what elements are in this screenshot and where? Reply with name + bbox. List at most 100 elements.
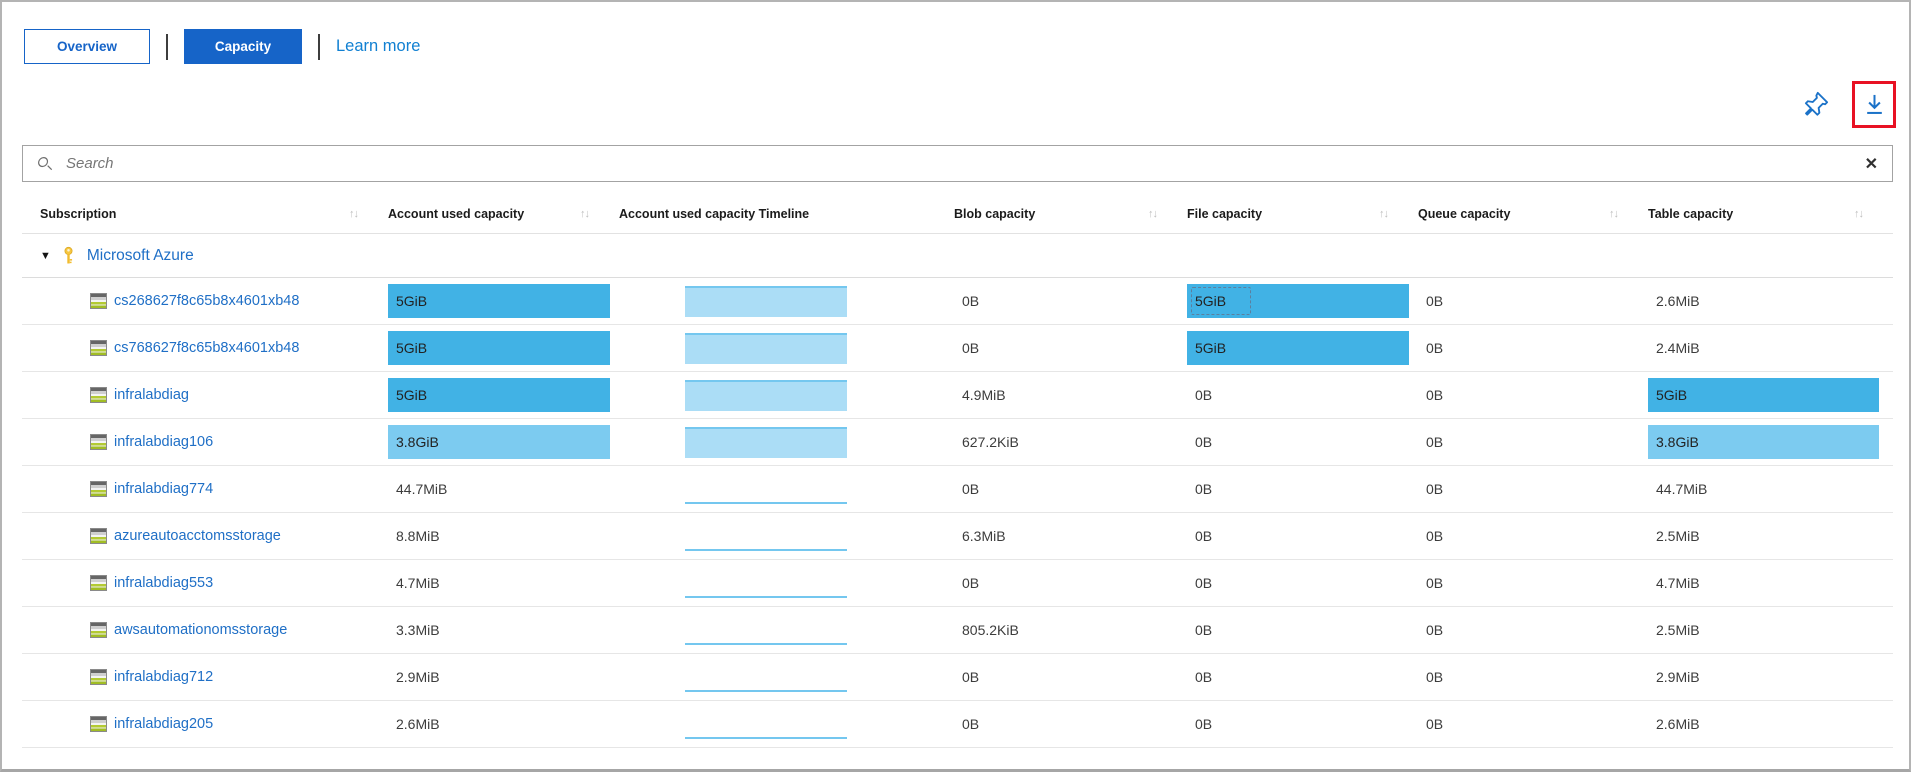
- account-used-capacity-cell: 5GiB: [388, 284, 619, 318]
- column-header-account-used-capacity[interactable]: Account used capacity ↑↓: [388, 206, 590, 221]
- blob-capacity-cell: 0B: [962, 575, 980, 591]
- table-capacity-bar: 2.6MiB: [1656, 293, 1700, 309]
- blob-capacity-cell: 6.3MiB: [962, 528, 1006, 544]
- table-capacity-cell: 2.6MiB: [1648, 284, 1893, 318]
- blob-capacity-cell: 0B: [962, 481, 980, 497]
- table-row[interactable]: infralabdiag774 44.7MiB 0B 0B 0B 44.7MiB: [22, 466, 1893, 513]
- subscription-cell: infralabdiag205: [22, 716, 388, 732]
- timeline-sparkline: [685, 426, 847, 458]
- table-capacity-bar: 2.9MiB: [1656, 669, 1700, 685]
- table-row[interactable]: cs768627f8c65b8x4601xb48 5GiB 0B 5GiB 0B…: [22, 325, 1893, 372]
- sort-icon[interactable]: ↑↓: [1609, 207, 1619, 220]
- blob-capacity-cell: 0B: [962, 340, 980, 356]
- storage-account-link[interactable]: infralabdiag774: [114, 481, 214, 497]
- account-used-capacity-cell: 3.3MiB: [388, 613, 619, 647]
- blob-capacity-cell: 627.2KiB: [962, 434, 1019, 450]
- account-used-capacity-timeline-cell: [619, 426, 954, 458]
- view-toolbar: Overview Capacity Learn more: [24, 29, 420, 64]
- sort-icon[interactable]: ↑↓: [1854, 207, 1864, 220]
- account-used-capacity-cell: 2.9MiB: [388, 660, 619, 694]
- sort-icon[interactable]: ↑↓: [580, 207, 590, 220]
- storage-account-link[interactable]: infralabdiag712: [114, 669, 214, 685]
- file-capacity-bar: 0B: [1195, 434, 1213, 450]
- subscription-cell: infralabdiag774: [22, 481, 388, 497]
- table-capacity-bar: 5GiB: [1648, 378, 1879, 412]
- column-header-subscription[interactable]: Subscription ↑↓: [40, 206, 359, 221]
- subscription-cell: cs768627f8c65b8x4601xb48: [22, 340, 388, 356]
- account-used-capacity-bar: 44.7MiB: [396, 481, 448, 497]
- timeline-sparkline: [685, 662, 847, 693]
- queue-capacity-cell: 0B: [1426, 293, 1444, 309]
- storage-account-icon: [90, 434, 107, 450]
- table-capacity-cell: 2.5MiB: [1648, 519, 1893, 553]
- table-capacity-cell: 2.9MiB: [1648, 660, 1893, 694]
- storage-account-link[interactable]: azureautoacctomsstorage: [114, 528, 281, 544]
- account-used-capacity-bar: 4.7MiB: [396, 575, 440, 591]
- table-row[interactable]: infralabdiag106 3.8GiB 627.2KiB 0B 0B 3.…: [22, 419, 1893, 466]
- storage-account-link[interactable]: infralabdiag205: [114, 716, 214, 732]
- storage-account-icon: [90, 716, 107, 732]
- table-capacity-cell: 3.8GiB: [1648, 425, 1893, 459]
- account-used-capacity-timeline-cell: [619, 474, 954, 505]
- storage-account-icon: [90, 387, 107, 403]
- column-header-blob-capacity[interactable]: Blob capacity ↑↓: [954, 206, 1158, 221]
- search-input[interactable]: [66, 155, 1865, 172]
- file-capacity-bar: 0B: [1195, 716, 1213, 732]
- storage-account-link[interactable]: cs268627f8c65b8x4601xb48: [114, 293, 300, 309]
- table-capacity-cell: 2.4MiB: [1648, 331, 1893, 365]
- sort-icon[interactable]: ↑↓: [1148, 207, 1158, 220]
- table-row[interactable]: infralabdiag712 2.9MiB 0B 0B 0B 2.9MiB: [22, 654, 1893, 701]
- table-row[interactable]: infralabdiag205 2.6MiB 0B 0B 0B 2.6MiB: [22, 701, 1893, 748]
- table-capacity-cell: 44.7MiB: [1648, 472, 1893, 506]
- clear-search-button[interactable]: ✕: [1864, 155, 1878, 173]
- table-row[interactable]: infralabdiag 5GiB 4.9MiB 0B 0B 5GiB: [22, 372, 1893, 419]
- queue-capacity-cell: 0B: [1426, 575, 1444, 591]
- account-used-capacity-bar: 5GiB: [388, 378, 610, 412]
- table-row[interactable]: azureautoacctomsstorage 8.8MiB 6.3MiB 0B…: [22, 513, 1893, 560]
- table-capacity-cell: 4.7MiB: [1648, 566, 1893, 600]
- download-button[interactable]: [1852, 81, 1896, 128]
- file-capacity-cell: 0B: [1187, 519, 1418, 553]
- capacity-tab-button[interactable]: Capacity: [184, 29, 302, 64]
- column-header-file-capacity[interactable]: File capacity ↑↓: [1187, 206, 1389, 221]
- pin-icon: [1801, 89, 1831, 119]
- overview-tab-button[interactable]: Overview: [24, 29, 150, 64]
- timeline-sparkline: [685, 285, 847, 317]
- subscription-cell: infralabdiag: [22, 387, 388, 403]
- storage-account-link[interactable]: infralabdiag: [114, 387, 189, 403]
- account-used-capacity-cell: 3.8GiB: [388, 425, 619, 459]
- storage-account-link[interactable]: infralabdiag553: [114, 575, 214, 591]
- column-header-table-capacity[interactable]: Table capacity ↑↓: [1648, 206, 1864, 221]
- sort-icon[interactable]: ↑↓: [1379, 207, 1389, 220]
- column-header-account-used-capacity-timeline[interactable]: Account used capacity Timeline: [619, 206, 810, 221]
- account-used-capacity-bar: 3.8GiB: [388, 425, 610, 459]
- table-capacity-bar: 2.4MiB: [1656, 340, 1700, 356]
- search-icon: [37, 155, 54, 172]
- queue-capacity-cell: 0B: [1426, 481, 1444, 497]
- subscription-cell: infralabdiag712: [22, 669, 388, 685]
- file-capacity-cell: 0B: [1187, 660, 1418, 694]
- collapse-caret-icon[interactable]: ▼: [40, 249, 51, 262]
- storage-account-link[interactable]: cs768627f8c65b8x4601xb48: [114, 340, 300, 356]
- storage-account-link[interactable]: infralabdiag106: [114, 434, 214, 450]
- subscription-group-row[interactable]: ▼ Microsoft Azure: [22, 234, 1893, 278]
- account-used-capacity-bar: 2.9MiB: [396, 669, 440, 685]
- table-row[interactable]: infralabdiag553 4.7MiB 0B 0B 0B 4.7MiB: [22, 560, 1893, 607]
- sort-icon[interactable]: ↑↓: [349, 207, 359, 220]
- learn-more-link[interactable]: Learn more: [336, 37, 421, 55]
- account-used-capacity-timeline-cell: [619, 332, 954, 364]
- subscription-group-link[interactable]: Microsoft Azure: [86, 246, 194, 264]
- queue-capacity-cell: 0B: [1426, 528, 1444, 544]
- table-capacity-bar: 4.7MiB: [1656, 575, 1700, 591]
- table-header-row: Subscription ↑↓ Account used capacity ↑↓…: [22, 194, 1893, 234]
- account-used-capacity-cell: 5GiB: [388, 331, 619, 365]
- table-row[interactable]: cs268627f8c65b8x4601xb48 5GiB 0B 5GiB 0B…: [22, 278, 1893, 325]
- table-row[interactable]: awsautomationomsstorage 3.3MiB 805.2KiB …: [22, 607, 1893, 654]
- column-header-queue-capacity[interactable]: Queue capacity ↑↓: [1418, 206, 1619, 221]
- file-capacity-bar: 0B: [1195, 575, 1213, 591]
- blob-capacity-cell: 0B: [962, 293, 980, 309]
- storage-account-link[interactable]: awsautomationomsstorage: [114, 622, 288, 638]
- file-capacity-cell: 0B: [1187, 378, 1418, 412]
- pin-button[interactable]: [1798, 86, 1834, 122]
- file-capacity-bar: 0B: [1195, 622, 1213, 638]
